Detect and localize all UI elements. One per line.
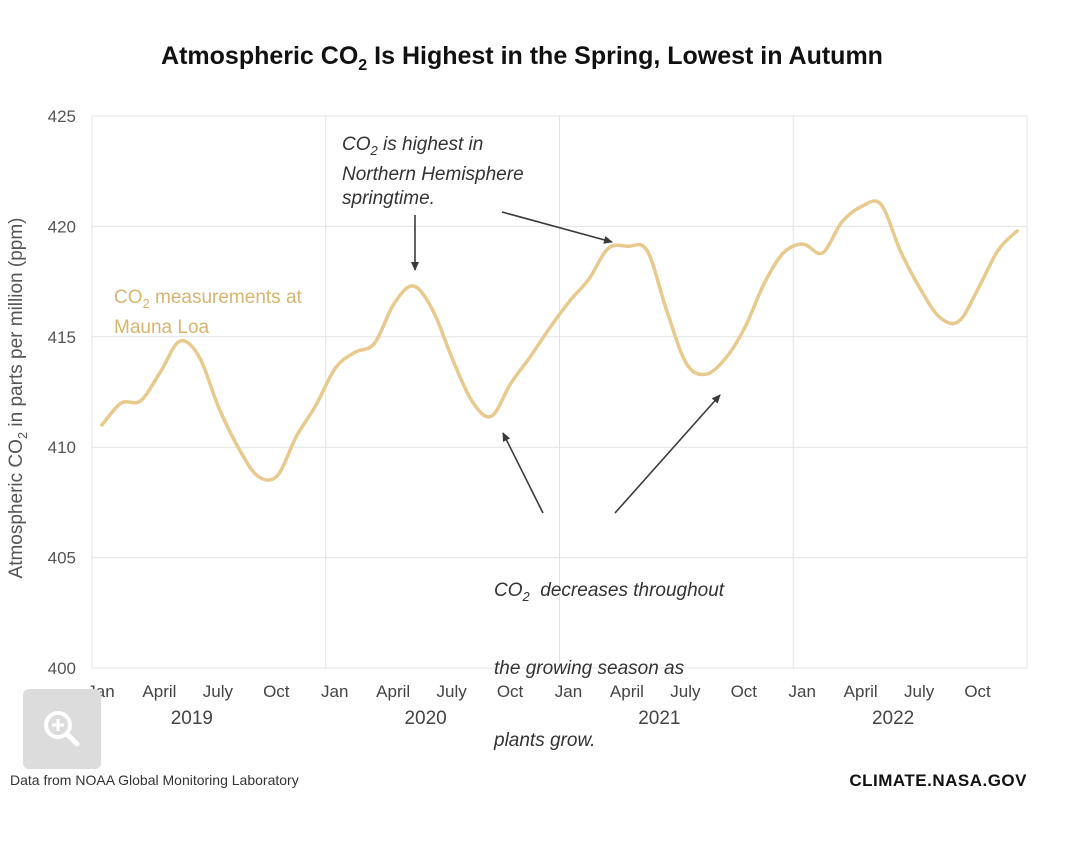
x-tick-label: Jan bbox=[555, 682, 582, 701]
source-note: Data from NOAA Global Monitoring Laborat… bbox=[10, 772, 299, 788]
grid-lines bbox=[91, 115, 1028, 669]
y-tick-label: 425 bbox=[48, 107, 76, 126]
x-tick-label: April bbox=[844, 682, 878, 701]
zoom-in-icon bbox=[44, 711, 80, 747]
x-tick-label: July bbox=[904, 682, 935, 701]
annotation-arrows bbox=[411, 211, 721, 514]
year-label: 2020 bbox=[404, 708, 446, 729]
x-tick-label: April bbox=[610, 682, 644, 701]
x-tick-label: Oct bbox=[964, 682, 991, 701]
series-label: CO2 measurements at Mauna Loa bbox=[114, 287, 302, 338]
x-tick-label: July bbox=[437, 682, 468, 701]
x-tick-label: July bbox=[670, 682, 701, 701]
year-label: 2021 bbox=[638, 708, 680, 729]
x-tick-label: July bbox=[203, 682, 234, 701]
zoom-in-button[interactable] bbox=[23, 689, 101, 769]
x-tick-label: Oct bbox=[497, 682, 524, 701]
annotation-decreases: CO2 decreases throughout the growing sea… bbox=[494, 580, 725, 751]
arrow-trough-2020 bbox=[502, 432, 544, 514]
y-tick-label: 400 bbox=[48, 659, 76, 678]
tick-labels: 400 405 410 415 420 425 Jan April July Oct Jan Apri… bbox=[48, 107, 991, 729]
x-tick-label: April bbox=[142, 682, 176, 701]
year-label: 2019 bbox=[171, 708, 213, 729]
x-tick-label: April bbox=[376, 682, 410, 701]
x-tick-label: Oct bbox=[731, 682, 758, 701]
y-tick-label: 415 bbox=[48, 328, 76, 347]
x-tick-label: Oct bbox=[263, 682, 290, 701]
x-tick-label: Jan bbox=[789, 682, 816, 701]
brand-logo[interactable]: CLIMATE.NASA.GOV bbox=[849, 771, 1027, 790]
arrow-trough-2021 bbox=[614, 394, 721, 514]
year-label: 2022 bbox=[872, 708, 914, 729]
y-tick-label: 405 bbox=[48, 549, 76, 568]
annotation-highest: CO2 is highest in Northern Hemisphere sp… bbox=[342, 134, 524, 209]
co2-series-line bbox=[100, 199, 1019, 482]
y-axis-label: Atmospheric CO2 in parts per million (pp… bbox=[6, 217, 30, 579]
y-tick-label: 410 bbox=[48, 438, 76, 457]
x-tick-label: Jan bbox=[321, 682, 348, 701]
arrow-peak-2021 bbox=[501, 211, 613, 244]
chart-title: Atmospheric CO2 Is Highest in the Spring… bbox=[161, 42, 883, 74]
y-tick-label: 420 bbox=[48, 217, 76, 236]
